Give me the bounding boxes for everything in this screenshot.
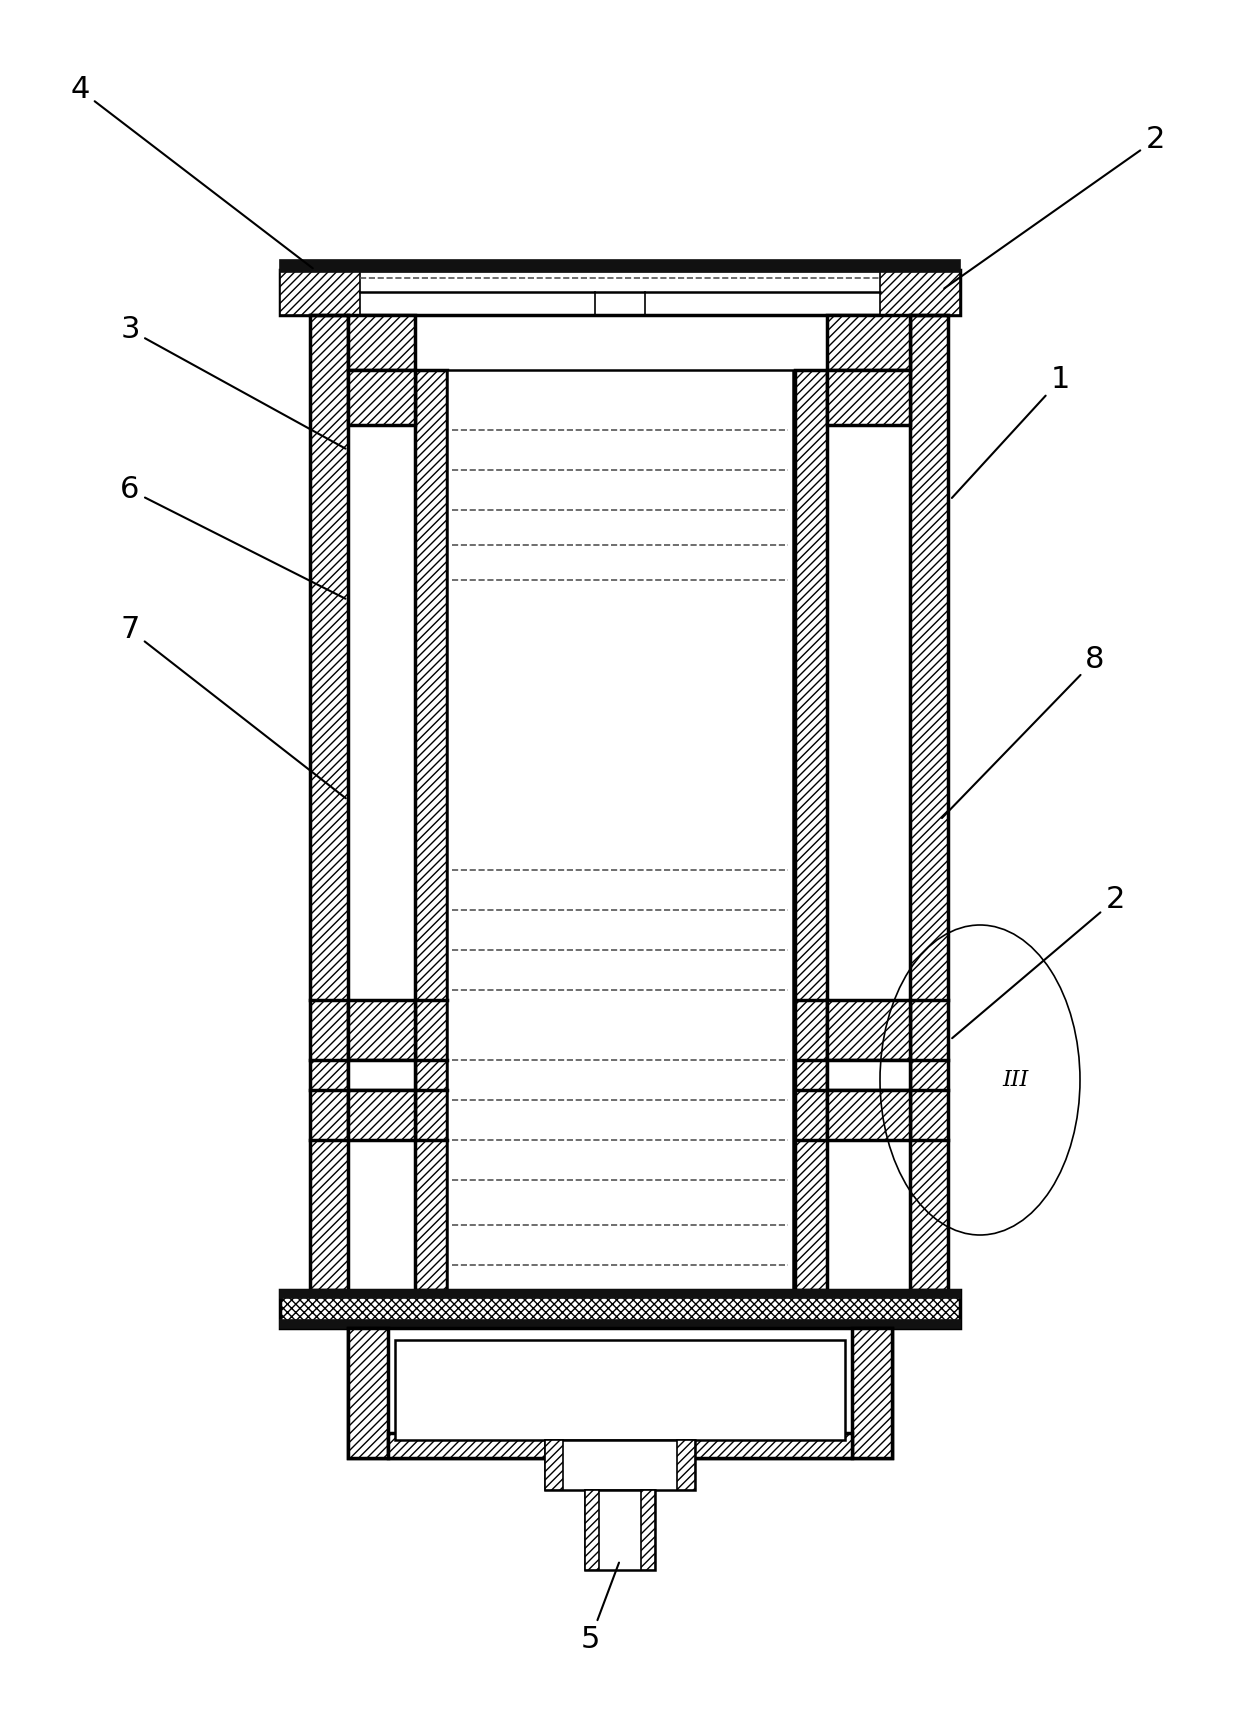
Bar [388,1433,852,1459]
Bar [348,1000,415,1060]
Bar [446,371,794,1290]
Bar [348,1328,388,1459]
Text: 2: 2 [945,125,1164,288]
Bar [348,1000,415,1060]
Bar [827,1000,910,1060]
Bar [795,371,827,1290]
Bar [827,1000,910,1060]
Text: 4: 4 [71,76,312,268]
Bar [910,316,949,1290]
Bar [396,1340,844,1440]
Text: 1: 1 [952,366,1070,498]
Bar [827,1060,910,1090]
Bar [310,316,348,1290]
Text: 8: 8 [942,645,1105,819]
Bar [585,1489,655,1570]
Bar [585,1489,599,1570]
Bar [280,1290,960,1297]
Bar [280,1320,960,1328]
Bar [280,269,960,316]
Bar [546,1440,694,1489]
Bar [827,316,910,371]
Bar [348,371,415,426]
Bar [677,1440,694,1489]
Bar [348,1328,892,1459]
Bar [852,1328,892,1459]
Bar [880,269,960,316]
Bar [827,1090,910,1139]
Bar [348,316,415,371]
Bar [795,371,827,1290]
Bar [348,1060,415,1090]
Bar [827,371,910,426]
Bar [546,1440,563,1489]
Bar [910,316,949,1290]
Bar [827,316,910,371]
Bar [827,371,910,426]
Bar [827,1090,910,1139]
Bar [348,371,415,426]
Text: 5: 5 [580,1563,619,1654]
Text: 7: 7 [120,616,346,798]
Bar [388,1433,852,1459]
Bar [280,1290,960,1328]
Bar [310,316,348,1290]
Bar [280,269,360,316]
Bar [415,371,446,1290]
Bar [415,371,446,1290]
Text: 2: 2 [952,885,1125,1038]
Text: 6: 6 [120,475,346,599]
Bar [348,1090,415,1139]
Bar [280,261,960,273]
Bar [348,1090,415,1139]
Bar [852,1328,892,1459]
Bar [641,1489,655,1570]
Text: III: III [1002,1069,1028,1091]
Bar [348,1328,388,1459]
Bar [280,1290,960,1328]
Text: 3: 3 [120,316,346,448]
Bar [348,316,415,371]
